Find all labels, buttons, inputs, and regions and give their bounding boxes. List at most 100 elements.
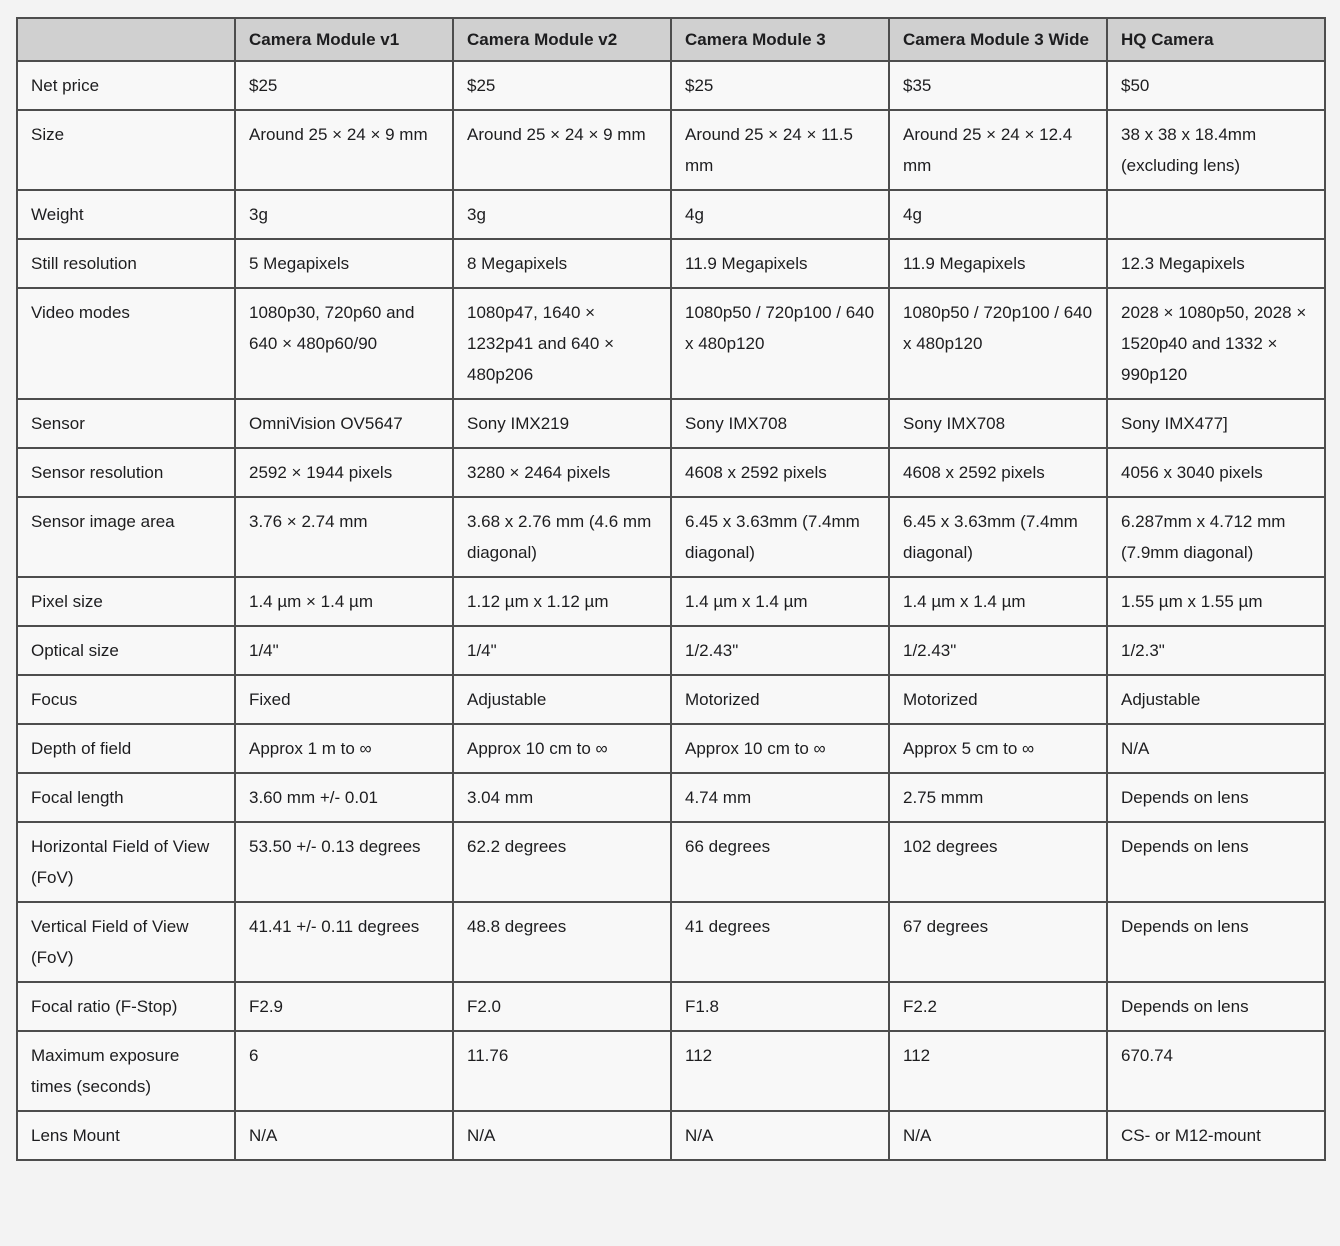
table-cell: 3g xyxy=(234,189,454,240)
table-cell: Depends on lens xyxy=(1106,901,1326,983)
table-cell: $25 xyxy=(452,60,672,111)
table-row: Net price $25 $25 $25 $35 $50 xyxy=(16,60,1326,111)
table-cell: $35 xyxy=(888,60,1108,111)
table-cell: 3.60 mm +/- 0.01 xyxy=(234,772,454,823)
row-label: Sensor xyxy=(16,398,236,449)
row-label: Depth of field xyxy=(16,723,236,774)
row-label: Focal ratio (F-Stop) xyxy=(16,981,236,1032)
table-cell: F1.8 xyxy=(670,981,890,1032)
table-cell: 62.2 degrees xyxy=(452,821,672,903)
table-cell: Adjustable xyxy=(452,674,672,725)
table-cell: Sony IMX477] xyxy=(1106,398,1326,449)
table-cell: 1080p30, 720p60 and 640 × 480p60/90 xyxy=(234,287,454,400)
table-cell: 1/2.43" xyxy=(670,625,890,676)
table-cell: 1080p50 / 720p100 / 640 x 480p120 xyxy=(888,287,1108,400)
table-cell: Approx 10 cm to ∞ xyxy=(452,723,672,774)
table-cell: Approx 1 m to ∞ xyxy=(234,723,454,774)
table-cell: 11.76 xyxy=(452,1030,672,1112)
row-label: Maximum exposure times (seconds) xyxy=(16,1030,236,1112)
table-cell: Motorized xyxy=(670,674,890,725)
table-cell: Motorized xyxy=(888,674,1108,725)
table-cell: 12.3 Megapixels xyxy=(1106,238,1326,289)
table-cell: $25 xyxy=(670,60,890,111)
table-cell: 4608 x 2592 pixels xyxy=(670,447,890,498)
table-cell: 4g xyxy=(670,189,890,240)
table-cell: 1.55 µm x 1.55 µm xyxy=(1106,576,1326,627)
table-cell: 4056 x 3040 pixels xyxy=(1106,447,1326,498)
column-header-hq-camera: HQ Camera xyxy=(1106,17,1326,62)
column-header-camera-module-v2: Camera Module v2 xyxy=(452,17,672,62)
table-cell: Approx 10 cm to ∞ xyxy=(670,723,890,774)
row-label: Focal length xyxy=(16,772,236,823)
table-cell: Depends on lens xyxy=(1106,772,1326,823)
table-body: Net price $25 $25 $25 $35 $50 Size Around 25 × … xyxy=(16,60,1326,1161)
table-cell: F2.0 xyxy=(452,981,672,1032)
table-cell: Around 25 × 24 × 11.5 mm xyxy=(670,109,890,191)
table-cell: 6.45 x 3.63mm (7.4mm diagonal) xyxy=(888,496,1108,578)
table-cell: N/A xyxy=(670,1110,890,1161)
table-cell: Sony IMX708 xyxy=(888,398,1108,449)
table-cell: Around 25 × 24 × 12.4 mm xyxy=(888,109,1108,191)
table-cell: F2.2 xyxy=(888,981,1108,1032)
table-row: Video modes 1080p30, 720p60 and 640 × 480… xyxy=(16,287,1326,400)
table-cell: 4608 x 2592 pixels xyxy=(888,447,1108,498)
table-cell: 1/2.3" xyxy=(1106,625,1326,676)
table-cell: Depends on lens xyxy=(1106,981,1326,1032)
table-cell: 4.74 mm xyxy=(670,772,890,823)
table-row: Focus Fixed Adjustable Motorized Motorized Ad… xyxy=(16,674,1326,725)
table-cell: 41.41 +/- 0.11 degrees xyxy=(234,901,454,983)
row-label: Still resolution xyxy=(16,238,236,289)
table-cell: 2592 × 1944 pixels xyxy=(234,447,454,498)
table-row: Horizontal Field of View (FoV) 53.50 +/- … xyxy=(16,821,1326,903)
table-cell: Adjustable xyxy=(1106,674,1326,725)
row-label: Horizontal Field of View (FoV) xyxy=(16,821,236,903)
table-cell: 11.9 Megapixels xyxy=(670,238,890,289)
table-cell: 1/4" xyxy=(452,625,672,676)
row-label: Video modes xyxy=(16,287,236,400)
table-cell: $50 xyxy=(1106,60,1326,111)
row-label: Sensor resolution xyxy=(16,447,236,498)
table-cell: 102 degrees xyxy=(888,821,1108,903)
table-cell: $25 xyxy=(234,60,454,111)
table-cell: Depends on lens xyxy=(1106,821,1326,903)
table-cell: OmniVision OV5647 xyxy=(234,398,454,449)
table-cell: 1.12 µm x 1.12 µm xyxy=(452,576,672,627)
table-cell: Fixed xyxy=(234,674,454,725)
table-cell: Sony IMX708 xyxy=(670,398,890,449)
table-cell: Sony IMX219 xyxy=(452,398,672,449)
table-row: Sensor resolution 2592 × 1944 pixels 3280 … xyxy=(16,447,1326,498)
table-cell: 67 degrees xyxy=(888,901,1108,983)
table-cell: 3g xyxy=(452,189,672,240)
table-row: Maximum exposure times (seconds) 6 11.76 11… xyxy=(16,1030,1326,1112)
column-header-camera-module-3: Camera Module 3 xyxy=(670,17,890,62)
table-cell: N/A xyxy=(452,1110,672,1161)
table-cell: Around 25 × 24 × 9 mm xyxy=(234,109,454,191)
row-label: Sensor image area xyxy=(16,496,236,578)
table-row: Still resolution 5 Megapixels 8 Megapixels… xyxy=(16,238,1326,289)
table-cell: 3.68 x 2.76 mm (4.6 mm diagonal) xyxy=(452,496,672,578)
table-cell: 48.8 degrees xyxy=(452,901,672,983)
table-cell: 6 xyxy=(234,1030,454,1112)
table-cell: 1.4 µm x 1.4 µm xyxy=(888,576,1108,627)
table-cell: N/A xyxy=(888,1110,1108,1161)
table-cell: 1.4 µm × 1.4 µm xyxy=(234,576,454,627)
table-row: Pixel size 1.4 µm × 1.4 µm 1.12 µm x 1.12 … xyxy=(16,576,1326,627)
table-cell: 3.04 mm xyxy=(452,772,672,823)
table-cell: N/A xyxy=(1106,723,1326,774)
header-row: Camera Module v1 Camera Module v2 Camera… xyxy=(16,17,1326,62)
camera-comparison-table: Camera Module v1 Camera Module v2 Camera… xyxy=(16,17,1326,1161)
table-cell: 1080p50 / 720p100 / 640 x 480p120 xyxy=(670,287,890,400)
table-row: Lens Mount N/A N/A N/A N/A CS- or M12-mount xyxy=(16,1110,1326,1161)
table-cell: 41 degrees xyxy=(670,901,890,983)
row-label: Vertical Field of View (FoV) xyxy=(16,901,236,983)
table-cell: 2028 × 1080p50, 2028 × 1520p40 and 1332 … xyxy=(1106,287,1326,400)
row-label: Weight xyxy=(16,189,236,240)
table-cell: 112 xyxy=(888,1030,1108,1112)
table-cell: 8 Megapixels xyxy=(452,238,672,289)
column-header-camera-module-3-wide: Camera Module 3 Wide xyxy=(888,17,1108,62)
table-cell: 66 degrees xyxy=(670,821,890,903)
table-cell: 1/2.43" xyxy=(888,625,1108,676)
table-row: Sensor OmniVision OV5647 Sony IMX219 Sony I… xyxy=(16,398,1326,449)
table-row: Depth of field Approx 1 m to ∞ Approx 10 c… xyxy=(16,723,1326,774)
table-row: Optical size 1/4" 1/4" 1/2.43" 1/2.43" 1/2.3" xyxy=(16,625,1326,676)
